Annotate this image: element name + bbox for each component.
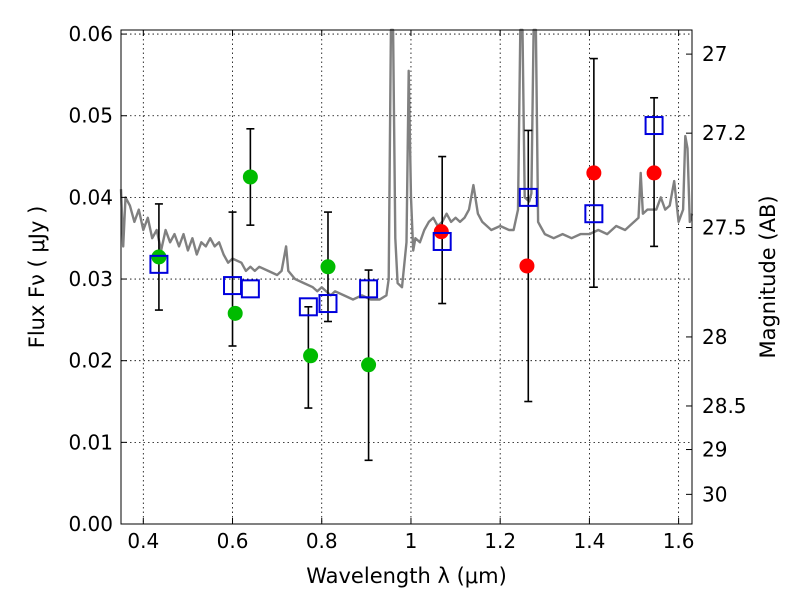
right-tick-label: 27.2 bbox=[702, 121, 747, 145]
x-tick-label: 1.4 bbox=[573, 529, 605, 553]
x-axis-label: Wavelength λ (μm) bbox=[306, 564, 507, 588]
right-tick-label: 27.5 bbox=[702, 216, 747, 240]
red-point bbox=[646, 165, 662, 181]
grid bbox=[121, 30, 692, 524]
right-tick-label: 27 bbox=[702, 42, 727, 66]
x-tick-label: 1.2 bbox=[484, 529, 516, 553]
x-tick-label: 0.8 bbox=[306, 529, 338, 553]
red-point bbox=[433, 224, 449, 240]
y-tick-label: 0.05 bbox=[68, 104, 113, 128]
green-point bbox=[151, 249, 167, 265]
y-axis: 0.00 0.01 0.02 0.03 0.04 0.05 0.06 bbox=[68, 22, 127, 536]
blue-square bbox=[584, 204, 604, 224]
y-tick-label: 0.03 bbox=[68, 267, 113, 291]
blue-square bbox=[359, 279, 379, 299]
x-tick-label: 0.6 bbox=[217, 529, 249, 553]
green-point bbox=[320, 259, 336, 275]
y-tick-label: 0.01 bbox=[68, 430, 113, 454]
blue-square bbox=[240, 279, 260, 299]
x-tick-label: 1 bbox=[405, 529, 418, 553]
red-points bbox=[433, 165, 662, 274]
y-tick-label: 0.00 bbox=[68, 512, 113, 536]
green-point bbox=[227, 305, 243, 321]
right-tick-label: 30 bbox=[702, 482, 727, 506]
blue-square bbox=[318, 294, 338, 314]
blue-square bbox=[298, 297, 318, 317]
green-point bbox=[303, 348, 319, 364]
y-tick-label: 0.04 bbox=[68, 185, 113, 209]
x-tick-label: 0.4 bbox=[127, 529, 159, 553]
blue-square bbox=[149, 254, 169, 274]
right-axis: 27 27.2 27.5 28 28.5 29 30 bbox=[686, 42, 747, 506]
y-tick-label: 0.06 bbox=[68, 22, 113, 46]
y-tick-label: 0.02 bbox=[68, 349, 113, 373]
right-tick-label: 29 bbox=[702, 438, 727, 462]
right-tick-label: 28 bbox=[702, 325, 727, 349]
green-point bbox=[361, 357, 377, 373]
red-point bbox=[586, 165, 602, 181]
blue-square bbox=[432, 231, 452, 251]
blue-square bbox=[518, 187, 538, 207]
plot-frame bbox=[120, 29, 693, 525]
green-points bbox=[151, 169, 377, 373]
spectrum-line bbox=[119, 28, 694, 301]
right-axis-label: Magnitude (AB) bbox=[756, 195, 780, 358]
right-tick-label: 28.5 bbox=[702, 394, 747, 418]
blue-squares bbox=[149, 116, 664, 317]
x-axis: 0.4 0.6 0.8 1 1.2 1.4 1.6 bbox=[127, 30, 695, 553]
red-point bbox=[519, 258, 535, 274]
blue-square bbox=[644, 116, 664, 136]
model-spectrum bbox=[119, 28, 694, 301]
x-tick-label: 1.6 bbox=[663, 529, 695, 553]
y-axis-label: Flux Fν ( μJy ) bbox=[25, 206, 49, 349]
green-point bbox=[242, 169, 258, 185]
